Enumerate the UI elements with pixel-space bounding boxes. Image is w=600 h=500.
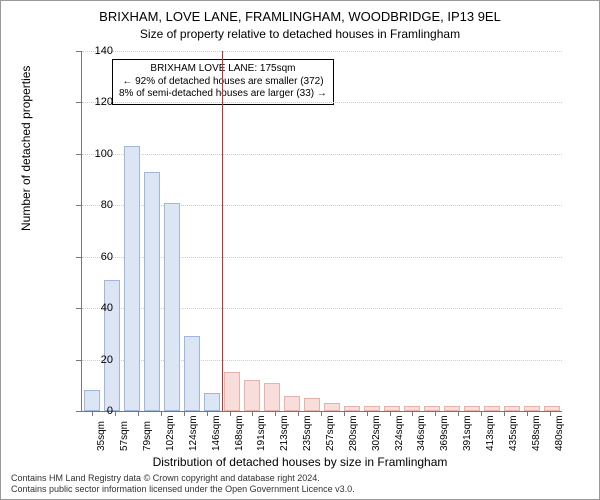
x-tick-label: 458sqm <box>531 415 542 451</box>
x-tick-label: 257sqm <box>325 415 336 451</box>
histogram-bar <box>264 383 280 411</box>
histogram-bar <box>284 396 300 411</box>
x-tick-mark <box>184 411 185 416</box>
y-tick-label: 20 <box>83 354 113 366</box>
x-tick-mark <box>321 411 322 416</box>
y-tick-mark <box>76 308 81 309</box>
gridline <box>82 51 562 52</box>
x-tick-label: 57sqm <box>119 421 130 451</box>
x-tick-mark <box>161 411 162 416</box>
x-tick-label: 235sqm <box>302 415 313 451</box>
y-tick-mark <box>76 360 81 361</box>
y-tick-mark <box>76 257 81 258</box>
footer-attribution: Contains HM Land Registry data © Crown c… <box>11 473 355 495</box>
histogram-bar <box>144 172 160 411</box>
y-tick-label: 140 <box>83 45 113 57</box>
histogram-bar <box>124 146 140 411</box>
histogram-bar <box>544 406 560 411</box>
chart-container: BRIXHAM, LOVE LANE, FRAMLINGHAM, WOODBRI… <box>0 0 600 500</box>
x-tick-mark <box>298 411 299 416</box>
y-tick-label: 80 <box>83 199 113 211</box>
x-tick-mark <box>230 411 231 416</box>
x-tick-label: 302sqm <box>371 415 382 451</box>
title-subtitle: Size of property relative to detached ho… <box>1 27 599 41</box>
y-tick-label: 40 <box>83 302 113 314</box>
x-tick-label: 369sqm <box>439 415 450 451</box>
histogram-bar <box>384 406 400 411</box>
x-tick-mark <box>527 411 528 416</box>
y-tick-mark <box>76 205 81 206</box>
footer-line-2: Contains public sector information licen… <box>11 484 355 495</box>
x-tick-mark <box>504 411 505 416</box>
histogram-bar <box>244 380 260 411</box>
x-tick-label: 324sqm <box>394 415 405 451</box>
x-tick-mark <box>390 411 391 416</box>
gridline <box>82 102 562 103</box>
x-tick-label: 35sqm <box>96 421 107 451</box>
property-marker-line <box>222 51 223 411</box>
y-tick-mark <box>76 51 81 52</box>
histogram-bar <box>464 406 480 411</box>
histogram-bar <box>324 403 340 411</box>
x-tick-label: 191sqm <box>256 415 267 451</box>
histogram-bar <box>504 406 520 411</box>
x-tick-mark <box>92 411 93 416</box>
x-tick-mark <box>481 411 482 416</box>
x-tick-label: 346sqm <box>416 415 427 451</box>
histogram-bar <box>344 406 360 411</box>
y-tick-label: 0 <box>83 405 113 417</box>
x-tick-label: 280sqm <box>348 415 359 451</box>
x-tick-label: 168sqm <box>234 415 245 451</box>
x-tick-mark <box>115 411 116 416</box>
y-tick-mark <box>76 154 81 155</box>
x-tick-mark <box>412 411 413 416</box>
gridline <box>82 154 562 155</box>
histogram-bar <box>204 393 220 411</box>
x-tick-label: 102sqm <box>165 415 176 451</box>
x-tick-label: 124sqm <box>188 415 199 451</box>
histogram-bar <box>184 336 200 411</box>
x-tick-label: 146sqm <box>211 415 222 451</box>
histogram-bar <box>224 372 240 411</box>
histogram-bar <box>424 406 440 411</box>
footer-line-1: Contains HM Land Registry data © Crown c… <box>11 473 355 484</box>
x-tick-label: 413sqm <box>485 415 496 451</box>
x-tick-label: 79sqm <box>142 421 153 451</box>
x-tick-mark <box>367 411 368 416</box>
histogram-bar <box>304 398 320 411</box>
x-tick-mark <box>458 411 459 416</box>
x-axis-label: Distribution of detached houses by size … <box>1 455 599 469</box>
y-tick-mark <box>76 411 81 412</box>
y-tick-label: 60 <box>83 251 113 263</box>
histogram-bar <box>164 203 180 411</box>
x-tick-mark <box>138 411 139 416</box>
x-tick-mark <box>275 411 276 416</box>
x-tick-label: 213sqm <box>279 415 290 451</box>
plot-area: BRIXHAM LOVE LANE: 175sqm ← 92% of detac… <box>81 51 562 412</box>
x-tick-label: 480sqm <box>554 415 565 451</box>
x-tick-label: 391sqm <box>462 415 473 451</box>
x-tick-mark <box>252 411 253 416</box>
x-tick-label: 435sqm <box>508 415 519 451</box>
x-tick-mark <box>207 411 208 416</box>
histogram-bar <box>104 280 120 411</box>
y-tick-mark <box>76 102 81 103</box>
x-tick-mark <box>550 411 551 416</box>
histogram-bar <box>484 406 500 411</box>
x-tick-mark <box>344 411 345 416</box>
y-tick-label: 120 <box>83 96 113 108</box>
y-tick-label: 100 <box>83 148 113 160</box>
x-tick-mark <box>435 411 436 416</box>
y-axis-label: Number of detached properties <box>19 66 33 231</box>
title-address: BRIXHAM, LOVE LANE, FRAMLINGHAM, WOODBRI… <box>1 9 599 24</box>
